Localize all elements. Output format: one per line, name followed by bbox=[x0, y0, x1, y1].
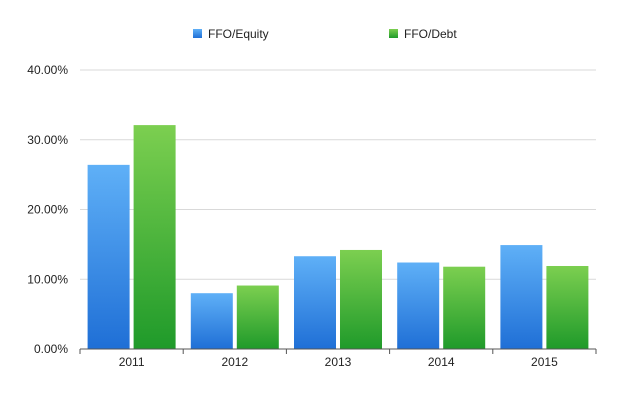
axes: 0.00% 10.00% 20.00% 30.00% 40.00% 2011 2012 201… bbox=[27, 63, 597, 369]
bar-ffo-debt-2011 bbox=[133, 125, 176, 349]
legend-swatch-ffo-debt bbox=[389, 29, 398, 38]
legend-swatch-ffo-equity bbox=[193, 29, 202, 38]
bars-group bbox=[87, 125, 589, 349]
bar-ffo-debt-2013 bbox=[340, 249, 382, 349]
bar-ffo-debt-2015 bbox=[546, 265, 589, 349]
x-tick-label: 2014 bbox=[428, 355, 455, 369]
bar-ffo-equity-2014 bbox=[397, 262, 440, 349]
x-tick-label: 2013 bbox=[325, 355, 352, 369]
bar-ffo-equity-2011 bbox=[87, 164, 130, 349]
x-tick-label: 2011 bbox=[119, 355, 145, 369]
bar-ffo-debt-2012 bbox=[236, 285, 279, 349]
legend-label-ffo-equity: FFO/Equity bbox=[208, 27, 269, 41]
y-tick-label: 10.00% bbox=[27, 272, 68, 286]
bar-ffo-debt-2014 bbox=[443, 266, 486, 349]
y-tick-label: 30.00% bbox=[27, 133, 68, 147]
legend: FFO/Equity FFO/Debt bbox=[193, 27, 457, 41]
y-tick-label: 40.00% bbox=[27, 63, 68, 77]
legend-label-ffo-debt: FFO/Debt bbox=[404, 27, 457, 41]
bar-ffo-equity-2013 bbox=[294, 256, 336, 349]
y-tick-label: 20.00% bbox=[27, 203, 68, 217]
bar-ffo-equity-2015 bbox=[500, 245, 543, 349]
bar-ffo-equity-2012 bbox=[190, 293, 233, 349]
x-tick-label: 2015 bbox=[531, 355, 558, 369]
y-tick-label: 0.00% bbox=[34, 342, 68, 356]
x-tick-label: 2012 bbox=[221, 355, 248, 369]
